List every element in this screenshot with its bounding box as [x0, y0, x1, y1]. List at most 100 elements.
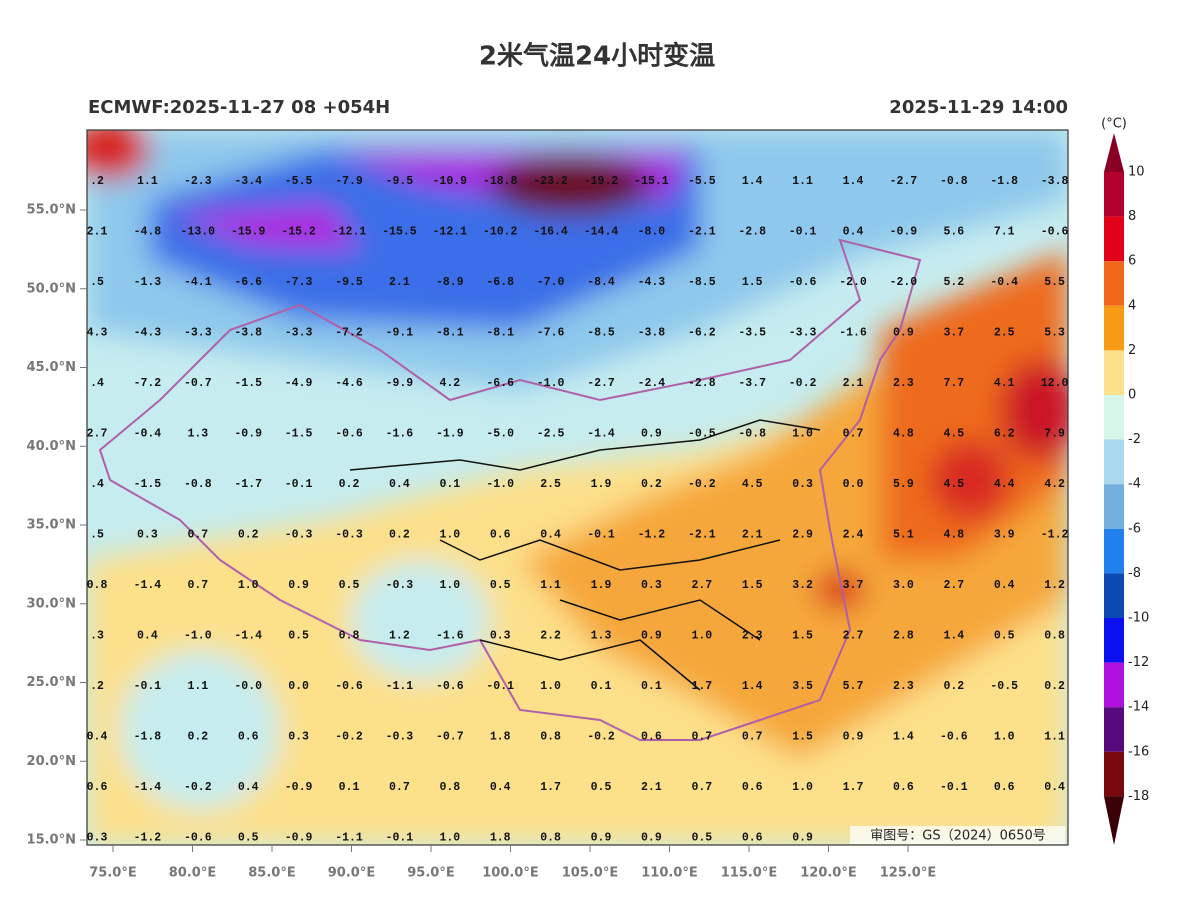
grid-value: 0.5	[288, 630, 309, 643]
grid-value: -0.3	[386, 579, 414, 592]
grid-value: 0.5	[238, 832, 259, 845]
grid-value: -19.2	[584, 175, 619, 188]
grid-value: 1.9	[591, 579, 612, 592]
lat-label: 45.0°N	[27, 360, 76, 375]
grid-value: 0.6	[490, 529, 511, 542]
grid-value: 0.4	[87, 731, 108, 744]
grid-value: -0.3	[335, 529, 363, 542]
grid-value: 0.7	[187, 529, 208, 542]
grid-value: 5.9	[893, 478, 914, 491]
grid-value: -1.4	[134, 781, 162, 794]
lat-label: 40.0°N	[27, 439, 76, 454]
grid-value: 0.8	[439, 781, 460, 794]
grid-value: 1.5	[792, 731, 813, 744]
grid-value: 0.4	[1044, 781, 1065, 794]
grid-value: -1.4	[587, 428, 615, 441]
colorbar-label: -10	[1128, 611, 1149, 626]
lon-label: 90.0°E	[328, 866, 375, 881]
grid-value: 0.3	[87, 832, 108, 845]
grid-value: -0.2	[789, 377, 817, 390]
grid-value: 0.2	[187, 731, 208, 744]
grid-value: 0.9	[288, 579, 309, 592]
grid-value: 4.8	[893, 428, 914, 441]
grid-value: -1.2	[1041, 529, 1069, 542]
grid-value: 1.2	[1044, 579, 1065, 592]
grid-value: 1.5	[742, 276, 763, 289]
grid-value: 1.0	[792, 428, 813, 441]
colorbar-cap	[1104, 133, 1124, 172]
grid-value: 2.5	[994, 327, 1015, 340]
grid-value: -1.8	[990, 175, 1018, 188]
grid-value: -0.6	[184, 832, 212, 845]
grid-value: -0.4	[134, 428, 162, 441]
grid-value: 0.4	[994, 579, 1015, 592]
valid-time: 2025-11-29 14:00	[889, 97, 1068, 118]
grid-value: 3.7	[843, 579, 864, 592]
grid-value: -1.0	[184, 630, 212, 643]
grid-value: -0.2	[184, 781, 212, 794]
grid-value: -1.6	[386, 428, 414, 441]
grid-value: 2.8	[893, 630, 914, 643]
grid-value: -8.1	[486, 327, 514, 340]
grid-value: 0.1	[591, 680, 612, 693]
grid-value: -3.8	[234, 327, 262, 340]
grid-value: 0.4	[238, 781, 259, 794]
grid-value: 0.0	[843, 478, 864, 491]
grid-value: -0.3	[386, 731, 414, 744]
grid-value: 0.3	[641, 579, 662, 592]
grid-value: -15.2	[281, 226, 316, 239]
watermark-bg	[850, 826, 1065, 844]
grid-value: 2.3	[893, 680, 914, 693]
grid-value: 1.3	[591, 630, 612, 643]
grid-value: .4	[90, 377, 104, 390]
grid-value: -16.4	[533, 226, 568, 239]
colorbar-label: 2	[1128, 343, 1136, 358]
grid-value: 5.1	[893, 529, 914, 542]
grid-value: -6.6	[234, 276, 262, 289]
grid-value: .2	[90, 680, 104, 693]
grid-value: 2.7	[691, 579, 712, 592]
grid-value: 0.2	[339, 478, 360, 491]
grid-value: 1.0	[439, 579, 460, 592]
lon-label: 115.0°E	[721, 866, 778, 881]
grid-value: 1.1	[187, 680, 208, 693]
grid-value: -0.8	[738, 428, 766, 441]
grid-value: -3.3	[285, 327, 313, 340]
grid-value: 5.3	[1044, 327, 1065, 340]
grid-value: 0.9	[641, 428, 662, 441]
grid-value: -4.3	[638, 276, 666, 289]
colorbar-band	[1104, 618, 1124, 663]
colorbar-band	[1104, 305, 1124, 351]
grid-value: 0.7	[691, 731, 712, 744]
lon-label: 95.0°E	[407, 866, 454, 881]
grid-value: -2.1	[688, 226, 716, 239]
grid-value: -15.9	[231, 226, 266, 239]
grid-value: 0.4	[540, 529, 561, 542]
grid-value: 2.1	[843, 377, 864, 390]
grid-value: -8.4	[587, 276, 615, 289]
colorbar-label: -18	[1128, 789, 1149, 804]
grid-value: -10.2	[483, 226, 518, 239]
grid-value: 1.9	[591, 478, 612, 491]
grid-value: -2.3	[184, 175, 212, 188]
grid-value: -12.1	[433, 226, 468, 239]
lat-label: 30.0°N	[27, 596, 76, 611]
grid-value: -23.2	[533, 175, 568, 188]
grid-value: -3.8	[1041, 175, 1069, 188]
grid-value: -0.1	[587, 529, 615, 542]
colorbar-band	[1104, 484, 1124, 529]
grid-value: -0.2	[335, 731, 363, 744]
colorbar-band	[1104, 172, 1124, 217]
grid-value: 0.2	[641, 478, 662, 491]
grid-value: 0.9	[641, 630, 662, 643]
grid-value: -2.5	[537, 428, 565, 441]
grid-value: 0.7	[691, 781, 712, 794]
grid-value: .2	[90, 175, 104, 188]
grid-value: -0.4	[990, 276, 1018, 289]
colorbar-label: 4	[1128, 298, 1136, 313]
grid-value: -6.2	[688, 327, 716, 340]
grid-value: 1.1	[540, 579, 561, 592]
grid-value: 6.2	[994, 428, 1015, 441]
grid-value: -1.0	[537, 377, 565, 390]
